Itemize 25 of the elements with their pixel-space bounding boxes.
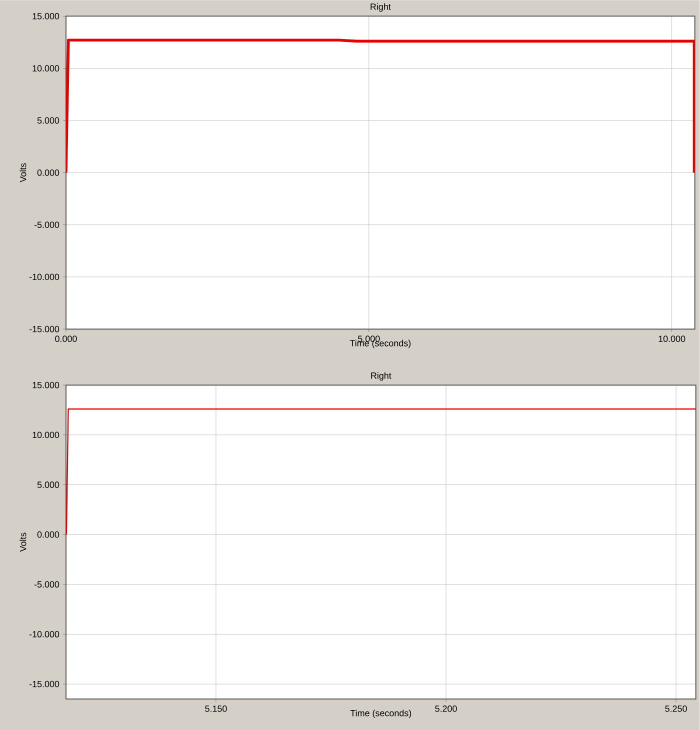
y-tick-label: -10.000 bbox=[30, 631, 60, 638]
y-tick-label: 5.000 bbox=[37, 117, 60, 124]
y-tick-label: 0.000 bbox=[37, 531, 60, 538]
x-tick-label: 5.200 bbox=[435, 706, 457, 712]
x-tick-label: 0.000 bbox=[55, 336, 77, 342]
y-tick-label: -15.000 bbox=[30, 326, 60, 332]
y-tick-label: 0.000 bbox=[37, 169, 60, 176]
y-tick-label: -5.000 bbox=[34, 222, 60, 228]
x-tick-label: 10.000 bbox=[658, 336, 686, 342]
x-tick-label: 5.150 bbox=[205, 706, 227, 712]
x-tick-label: 5.000 bbox=[358, 336, 380, 342]
x-tick-label: 5.250 bbox=[665, 706, 688, 712]
chart-title: Right bbox=[370, 3, 391, 12]
y-tick-label: -15.000 bbox=[30, 680, 60, 688]
y-tick-label: 15.000 bbox=[32, 12, 60, 20]
y-tick-label: -10.000 bbox=[30, 274, 60, 280]
y-tick-label: -5.000 bbox=[34, 581, 60, 588]
y-tick-label: 15.000 bbox=[32, 382, 60, 388]
y-axis-title: Volts bbox=[20, 532, 26, 552]
x-axis-title: Time (seconds) bbox=[350, 710, 412, 718]
y-axis-title: Volts bbox=[20, 163, 26, 182]
y-tick-label: 10.000 bbox=[32, 432, 60, 438]
y-tick-label: 10.000 bbox=[32, 65, 60, 72]
y-tick-label: 5.000 bbox=[37, 482, 60, 488]
chart-title: Right bbox=[371, 372, 392, 381]
